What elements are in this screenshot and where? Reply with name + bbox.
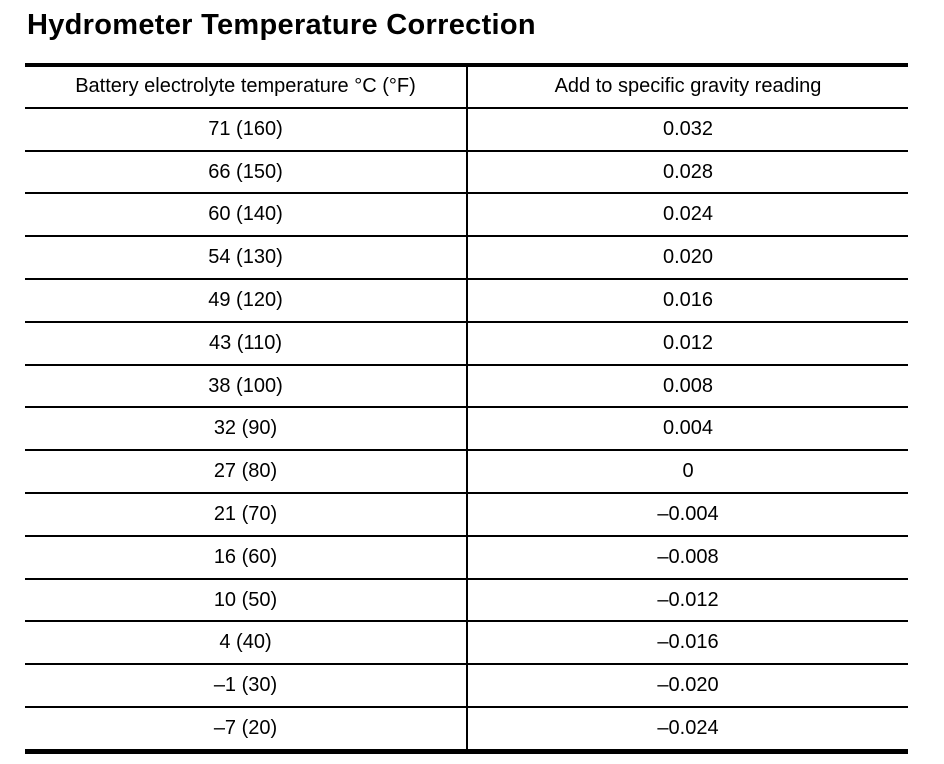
correction-cell: 0.004 xyxy=(467,407,908,452)
temperature-cell: 38 (100) xyxy=(25,364,468,409)
correction-cell: 0.024 xyxy=(467,193,908,238)
temperature-cell: 21 (70) xyxy=(25,493,468,537)
correction-cell: –0.004 xyxy=(467,493,908,537)
temperature-cell: –1 (30) xyxy=(25,664,468,709)
table-row: 27 (80) 0 xyxy=(25,450,908,495)
hydrometer-correction-table: Battery electrolyte temperature °C (°F) … xyxy=(25,62,908,754)
table-row: 38 (100) 0.008 xyxy=(25,364,908,409)
table-row: –1 (30) –0.020 xyxy=(25,664,908,709)
table-row: 66 (150) 0.028 xyxy=(25,150,908,195)
temperature-cell: 54 (130) xyxy=(25,236,468,281)
header-row: Battery electrolyte temperature °C (°F) … xyxy=(25,64,908,109)
temperature-cell: 49 (120) xyxy=(25,279,468,323)
temperature-cell: 32 (90) xyxy=(25,407,468,452)
correction-cell: 0.008 xyxy=(467,364,908,409)
temperature-cell: 71 (160) xyxy=(25,107,468,152)
correction-cell: 0.012 xyxy=(467,321,908,366)
table-row: 49 (120) 0.016 xyxy=(25,279,908,323)
correction-cell: 0.020 xyxy=(467,236,908,281)
correction-cell: –0.012 xyxy=(467,578,908,623)
temperature-cell: 27 (80) xyxy=(25,450,468,495)
correction-cell: –0.008 xyxy=(467,535,908,580)
table-row: 16 (60) –0.008 xyxy=(25,535,908,580)
correction-cell: 0.028 xyxy=(467,150,908,195)
temperature-cell: –7 (20) xyxy=(25,707,468,753)
correction-column-header: Add to specific gravity reading xyxy=(467,64,908,109)
table-row: 43 (110) 0.012 xyxy=(25,321,908,366)
correction-cell: 0.016 xyxy=(467,279,908,323)
temperature-cell: 43 (110) xyxy=(25,321,468,366)
table-row: –7 (20) –0.024 xyxy=(25,707,908,753)
temperature-cell: 16 (60) xyxy=(25,535,468,580)
correction-cell: –0.020 xyxy=(467,664,908,709)
table-row: 10 (50) –0.012 xyxy=(25,578,908,623)
correction-cell: 0 xyxy=(467,450,908,495)
table-row: 54 (130) 0.020 xyxy=(25,236,908,281)
correction-cell: 0.032 xyxy=(467,107,908,152)
table-body: 71 (160) 0.032 66 (150) 0.028 60 (140) 0… xyxy=(25,107,908,753)
temperature-cell: 10 (50) xyxy=(25,578,468,623)
correction-cell: –0.024 xyxy=(467,707,908,753)
temperature-column-header: Battery electrolyte temperature °C (°F) xyxy=(25,64,468,109)
temperature-cell: 66 (150) xyxy=(25,150,468,195)
table-row: 71 (160) 0.032 xyxy=(25,107,908,152)
table-row: 32 (90) 0.004 xyxy=(25,407,908,452)
table-row: 4 (40) –0.016 xyxy=(25,621,908,666)
table-header: Battery electrolyte temperature °C (°F) … xyxy=(25,64,908,109)
temperature-cell: 4 (40) xyxy=(25,621,468,666)
temperature-cell: 60 (140) xyxy=(25,193,468,238)
correction-cell: –0.016 xyxy=(467,621,908,666)
table-row: 21 (70) –0.004 xyxy=(25,493,908,537)
page-title: Hydrometer Temperature Correction xyxy=(27,9,536,41)
table-row: 60 (140) 0.024 xyxy=(25,193,908,238)
